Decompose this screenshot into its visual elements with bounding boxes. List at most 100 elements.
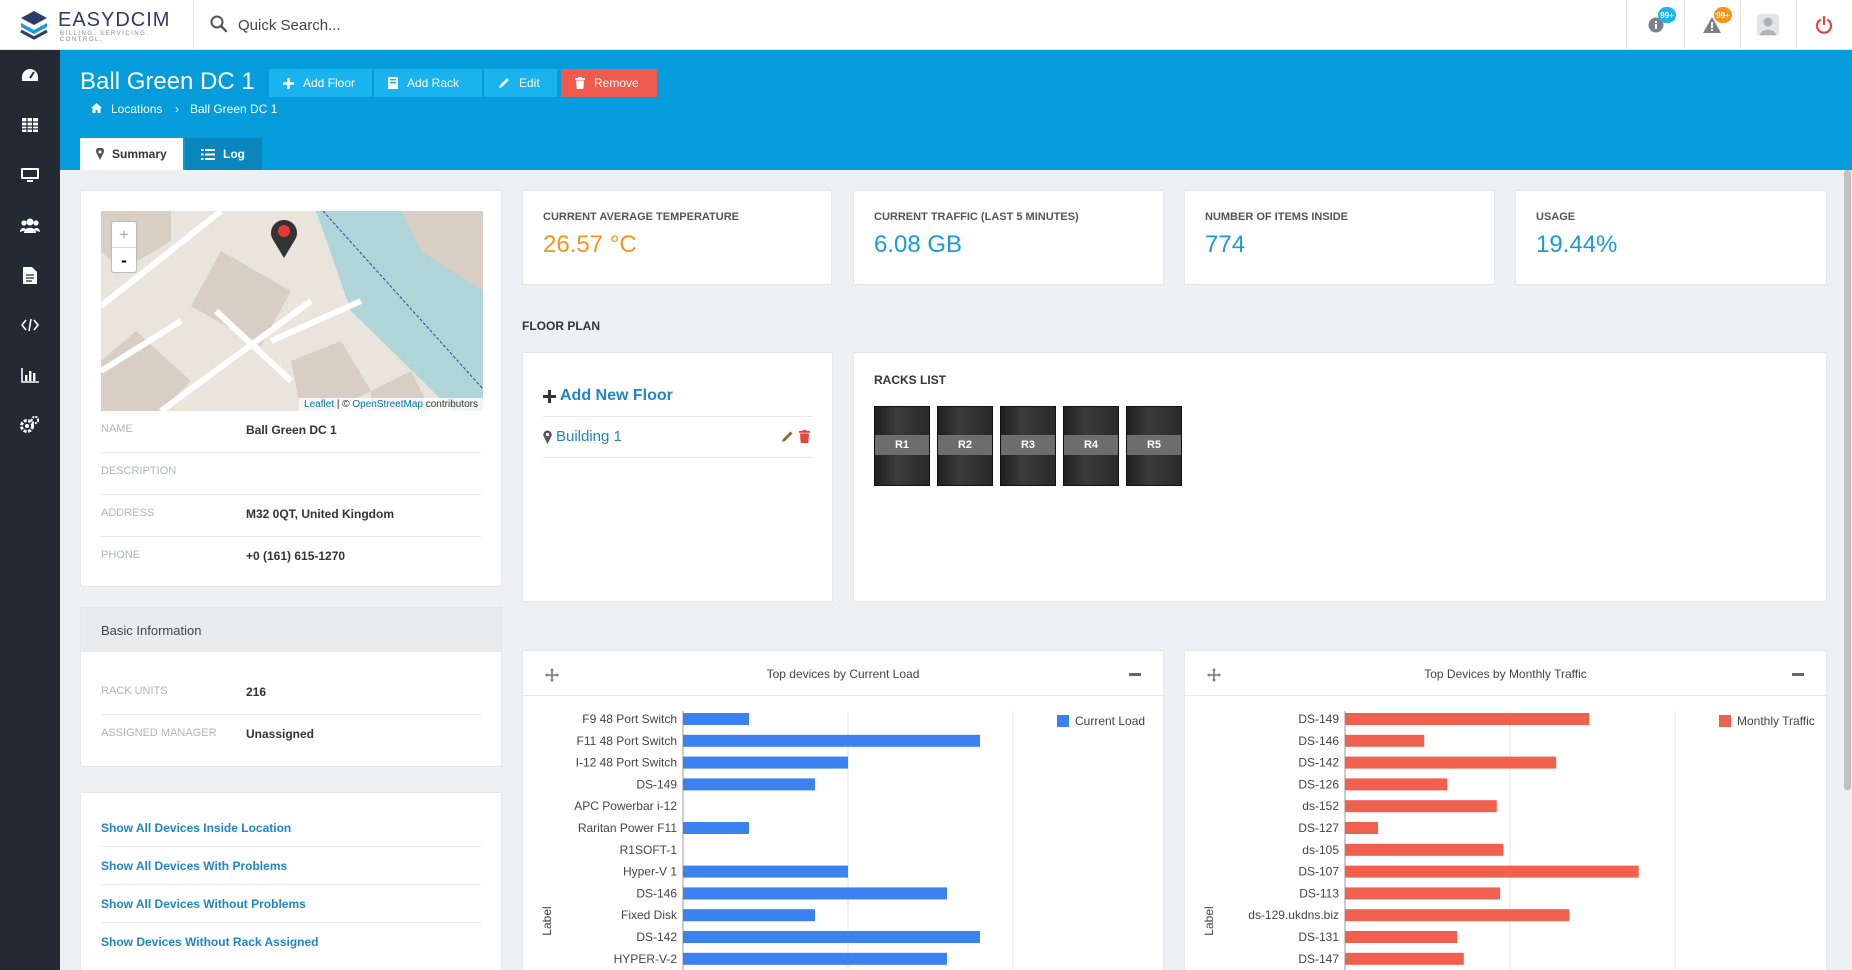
chart-title: Top Devices by Monthly Traffic xyxy=(1424,667,1587,681)
info-value: +0 (161) 615-1270 xyxy=(246,549,346,563)
remove-button[interactable]: Remove xyxy=(561,69,657,97)
chart-bar xyxy=(683,734,980,747)
chart-bar xyxy=(1345,800,1497,813)
bar-chart-icon xyxy=(21,367,39,383)
map-zoom-in[interactable]: + xyxy=(112,222,136,248)
pencil-icon[interactable] xyxy=(781,430,794,443)
map-attribution: Leaflet | © OpenStreetMap contributors xyxy=(299,398,483,411)
basic-info-header: Basic Information xyxy=(81,608,501,652)
warning-icon xyxy=(1703,17,1721,33)
sidebar-item-devices[interactable] xyxy=(0,150,60,200)
list-icon xyxy=(201,148,215,160)
chart-bar xyxy=(1345,713,1590,725)
add-new-floor-link[interactable]: Add New Floor xyxy=(543,387,813,417)
scrollbar-thumb[interactable] xyxy=(1844,170,1851,790)
edit-button[interactable]: Edit xyxy=(484,69,557,97)
add-rack-button[interactable]: Add Rack xyxy=(374,69,482,97)
tab-summary[interactable]: Summary xyxy=(80,138,183,170)
osm-link[interactable]: OpenStreetMap xyxy=(352,399,423,410)
floor-item[interactable]: Building 1 xyxy=(543,428,813,458)
chart-bar xyxy=(683,909,815,922)
scrollbar[interactable] xyxy=(1843,170,1852,970)
stat-label: CURRENT TRAFFIC (LAST 5 MINUTES) xyxy=(874,211,1079,223)
breadcrumb-locations[interactable]: Locations xyxy=(111,102,163,116)
tick-label: R1SOFT-1 xyxy=(620,843,678,857)
chart-bar xyxy=(1345,778,1448,791)
add-rack-label: Add Rack xyxy=(407,76,460,90)
info-value: Ball Green DC 1 xyxy=(246,423,337,437)
info-row-manager: ASSIGNED MANAGER Unassigned xyxy=(101,715,481,757)
floor-name[interactable]: Building 1 xyxy=(556,428,622,445)
link-devices-without-rack[interactable]: Show Devices Without Rack Assigned xyxy=(101,935,319,949)
search-input[interactable] xyxy=(238,10,838,40)
legend-label: Monthly Traffic xyxy=(1737,714,1815,728)
link-devices-without-problems[interactable]: Show All Devices Without Problems xyxy=(101,885,481,923)
move-icon[interactable] xyxy=(545,668,559,682)
basic-info-card: Basic Information RACK UNITS 216 ASSIGNE… xyxy=(80,607,502,767)
sidebar-item-dashboard[interactable] xyxy=(0,50,60,100)
add-floor-button[interactable]: Add Floor xyxy=(269,69,372,97)
collapse-icon[interactable] xyxy=(1129,673,1141,676)
stat-label: NUMBER OF ITEMS INSIDE xyxy=(1205,211,1349,223)
info-value: 216 xyxy=(246,685,267,699)
tick-label: ds-129.ukdns.biz xyxy=(1248,908,1339,922)
alerts-button[interactable]: 99+ xyxy=(1684,0,1740,50)
sidebar-item-documents[interactable] xyxy=(0,250,60,300)
info-button[interactable]: 99+ xyxy=(1628,0,1684,50)
plus-icon xyxy=(283,77,294,89)
search-icon xyxy=(210,15,228,33)
rack-item[interactable]: R4 xyxy=(1063,406,1119,486)
tick-label: DS-142 xyxy=(636,930,677,944)
link-all-devices[interactable]: Show All Devices Inside Location xyxy=(101,809,481,847)
sidebar-item-tables[interactable] xyxy=(0,100,60,150)
tick-label: ds-105 xyxy=(1302,843,1339,857)
home-icon xyxy=(91,103,102,113)
map-zoom-out[interactable]: - xyxy=(121,251,127,270)
attribution-tail: contributors xyxy=(422,399,478,410)
tick-label: DS-126 xyxy=(1298,777,1339,791)
map-marker-icon xyxy=(543,430,552,444)
chart-bar xyxy=(683,713,749,725)
trash-icon[interactable] xyxy=(799,430,810,443)
tick-label: DS-146 xyxy=(636,886,677,900)
rack-item[interactable]: R1 xyxy=(874,406,930,486)
logout-button[interactable] xyxy=(1796,0,1852,50)
server-icon xyxy=(388,77,398,89)
legend-label: Current Load xyxy=(1075,714,1145,728)
tick-label: F11 48 Port Switch xyxy=(577,734,678,748)
sidebar-item-settings[interactable] xyxy=(0,400,60,450)
tab-log[interactable]: Log xyxy=(185,138,262,170)
attribution-sep: | © xyxy=(334,399,353,410)
info-value: M32 0QT, United Kingdom xyxy=(246,507,395,521)
tick-label: HYPER-V-2 xyxy=(614,952,678,966)
rack-item[interactable]: R3 xyxy=(1000,406,1056,486)
move-icon[interactable] xyxy=(1207,668,1221,682)
remove-label: Remove xyxy=(594,76,639,90)
trash-icon xyxy=(575,77,585,89)
monitor-icon xyxy=(21,167,39,182)
user-menu[interactable] xyxy=(1740,0,1796,50)
location-map[interactable]: + - Leaflet | © OpenStreetMap contributo… xyxy=(101,211,483,411)
collapse-icon[interactable] xyxy=(1792,673,1804,676)
sidebar-item-reports[interactable] xyxy=(0,350,60,400)
info-row-description: DESCRIPTION xyxy=(101,453,481,495)
sidebar-item-api[interactable] xyxy=(0,300,60,350)
link-devices-with-problems[interactable]: Show All Devices With Problems xyxy=(101,847,481,885)
chart-bar xyxy=(1345,843,1504,856)
logo[interactable]: EASYDCIM BILLING. SERVICING. CONTROL. xyxy=(0,0,194,50)
rack-label: R2 xyxy=(938,435,992,455)
info-row-address: ADDRESS M32 0QT, United Kingdom xyxy=(101,495,481,537)
brand-name: EASYDCIM xyxy=(58,9,171,31)
rack-item[interactable]: R2 xyxy=(937,406,993,486)
map-marker-icon xyxy=(96,148,104,160)
tick-label: Fixed Disk xyxy=(621,908,678,922)
grid-icon xyxy=(22,118,38,132)
stat-card-usage: USAGE 19.44% xyxy=(1515,190,1827,285)
sidebar-item-users[interactable] xyxy=(0,200,60,250)
breadcrumb-current: Ball Green DC 1 xyxy=(190,102,278,116)
info-row-phone: PHONE +0 (161) 615-1270 xyxy=(101,537,481,579)
map-marker-icon[interactable] xyxy=(269,217,299,259)
rack-item[interactable]: R5 xyxy=(1126,406,1182,486)
chart-bar xyxy=(683,887,947,900)
leaflet-link[interactable]: Leaflet xyxy=(304,399,335,410)
